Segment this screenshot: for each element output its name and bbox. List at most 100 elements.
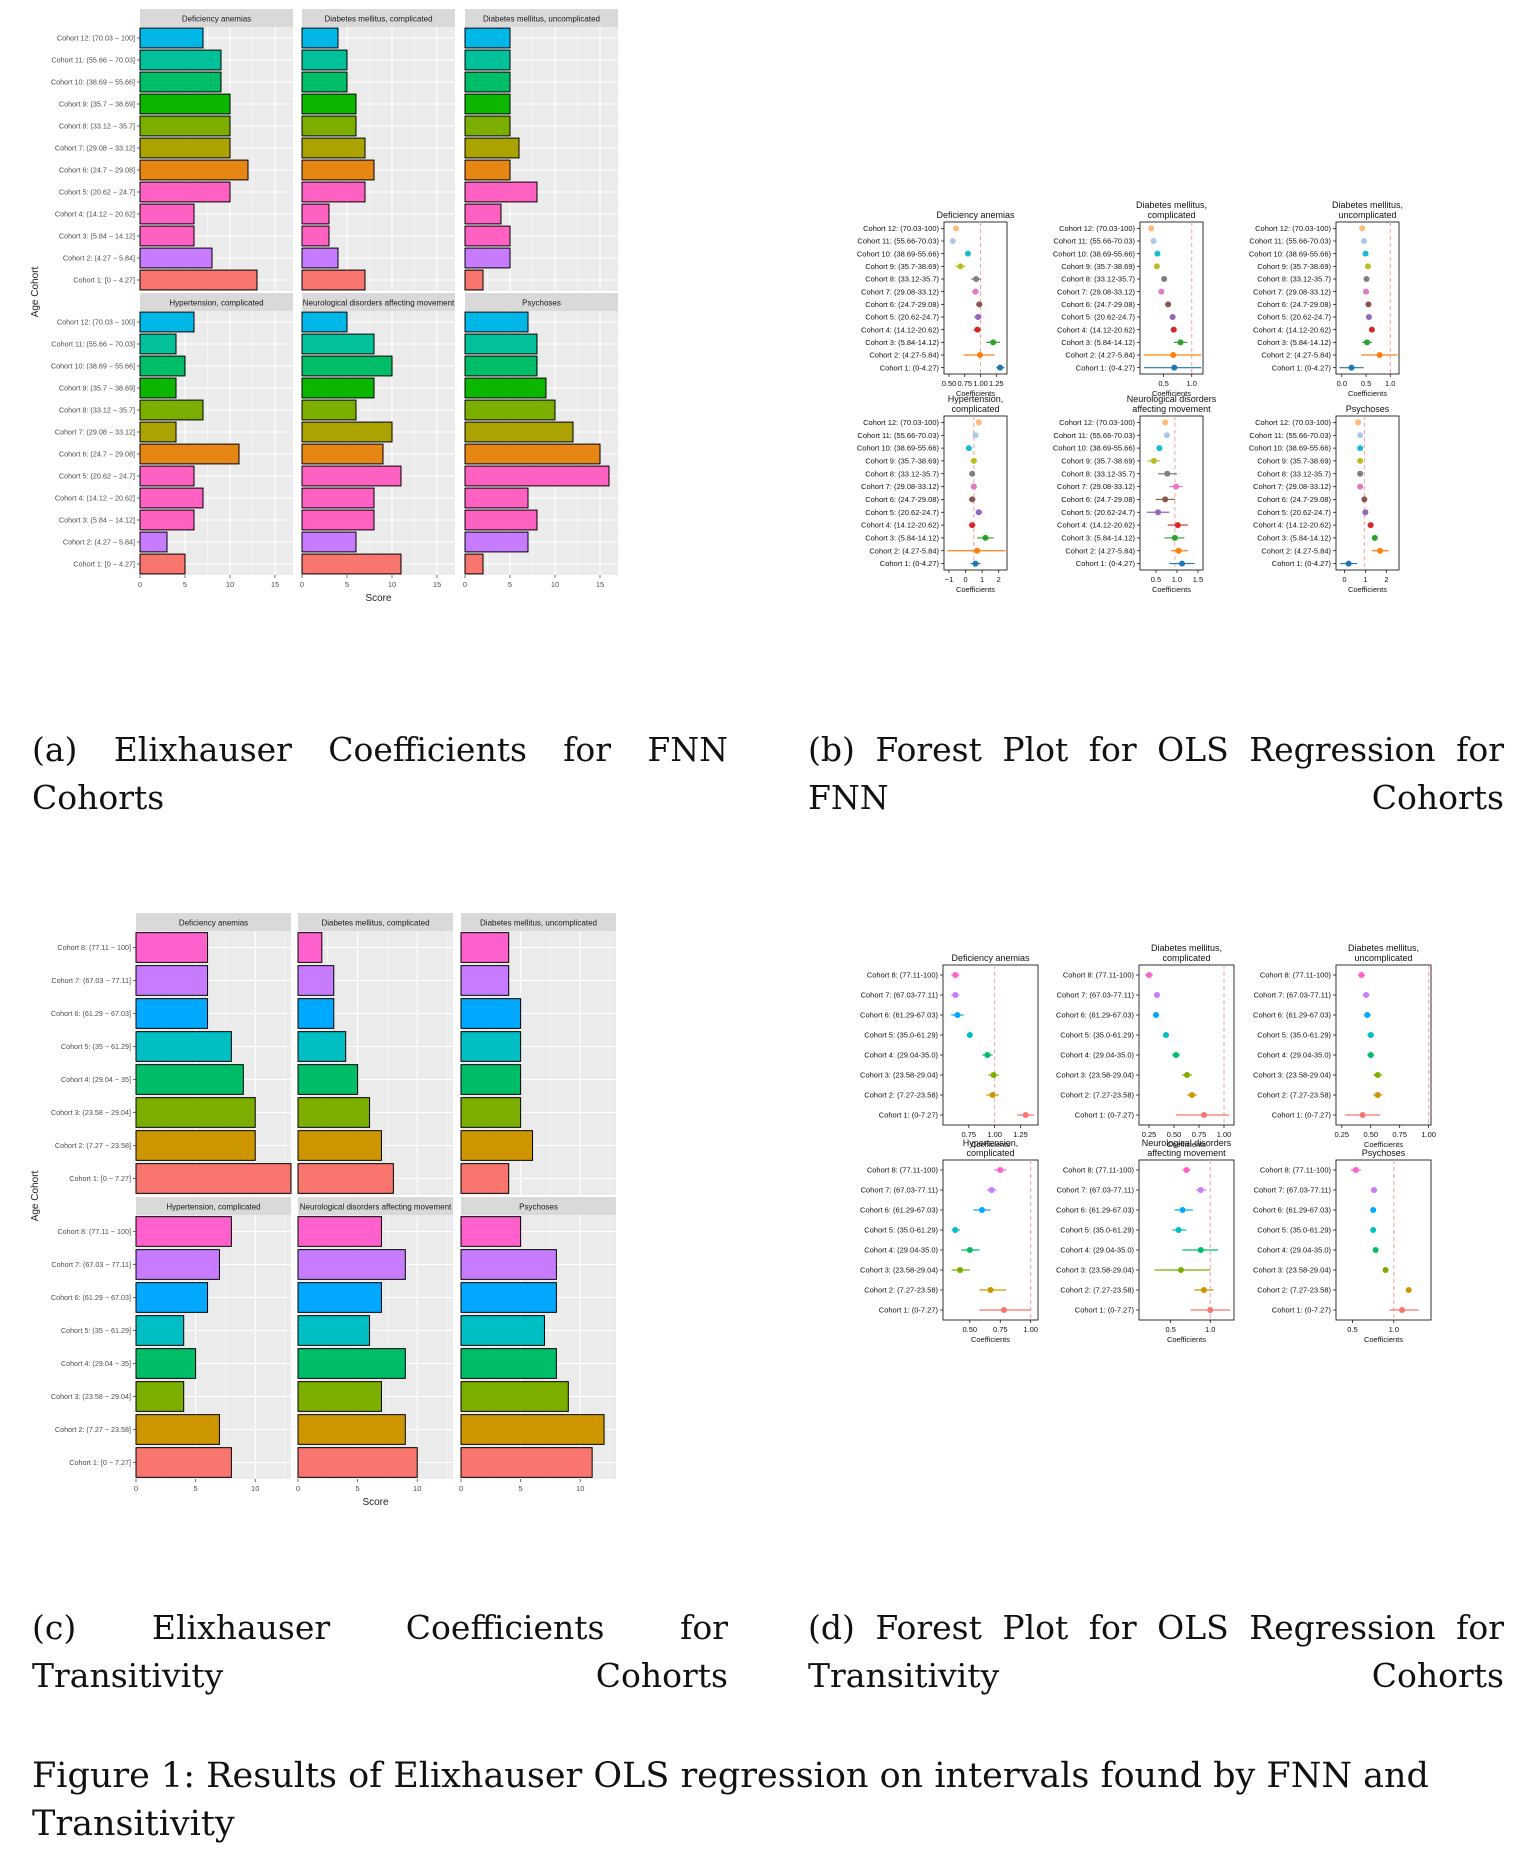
- x-tick-label: 10: [551, 580, 559, 589]
- coefficient-point: [1189, 1092, 1195, 1098]
- y-tick-label: Cohort 1: (0-4.27): [1076, 363, 1136, 372]
- y-tick-label: Cohort 3: (23.58-29.04): [1056, 1266, 1134, 1275]
- y-tick-label: Cohort 5: (35.0-61.29): [1257, 1226, 1331, 1235]
- facet-title: uncomplicated: [1354, 953, 1412, 963]
- x-axis-title: Coefficients: [1364, 1335, 1403, 1344]
- y-tick-label: Cohort 8: (33.12-35.7): [865, 469, 939, 478]
- coefficient-point: [997, 364, 1004, 371]
- coefficient-point: [1146, 972, 1152, 978]
- coefficient-point: [1358, 972, 1365, 978]
- bar: [464, 269, 484, 291]
- bar: [460, 1315, 545, 1346]
- x-tick-label: 1.00: [973, 379, 988, 388]
- coefficient-point: [1155, 509, 1162, 516]
- bar: [464, 137, 520, 159]
- y-tick-label: Cohort 5: (35.0-61.29): [1257, 1031, 1331, 1040]
- y-tick-label: Cohort 12: (70.03-100): [1255, 418, 1331, 427]
- facet-panel: [302, 311, 455, 575]
- coefficient-point: [952, 972, 959, 978]
- coefficient-point: [1405, 1287, 1412, 1293]
- y-tick-label: Cohort 6: (24.7-29.08): [865, 300, 939, 309]
- x-tick-label: 10: [576, 1484, 584, 1493]
- y-tick-label: Cohort 7: (67.03 − 77.11]: [51, 976, 131, 985]
- x-tick-label: 0.50: [1167, 1130, 1182, 1139]
- bar: [301, 93, 357, 115]
- y-tick-label: Cohort 8: (33.12-35.7): [1061, 469, 1135, 478]
- x-tick-label: 15: [271, 580, 279, 589]
- bar: [135, 998, 209, 1029]
- bar: [460, 1216, 522, 1247]
- coefficient-point: [970, 457, 977, 464]
- x-tick-label: 2: [997, 575, 1001, 584]
- y-tick-label: Cohort 2: (4.27 − 5.84]: [63, 254, 135, 263]
- bar: [301, 487, 375, 509]
- x-tick-label: 0.50: [962, 1325, 977, 1334]
- coefficient-point: [966, 1247, 973, 1253]
- y-tick-label: Cohort 1: [0 − 4.27]: [73, 276, 135, 285]
- bar: [301, 355, 393, 377]
- bar: [301, 71, 348, 93]
- facet-panel: [140, 27, 293, 291]
- plot-frame: [943, 221, 1008, 375]
- coefficient-point: [1170, 352, 1177, 358]
- y-tick-label: Cohort 10: (38.69 − 55.66]: [51, 362, 135, 371]
- coefficient-point: [1367, 522, 1374, 529]
- y-tick-label: Cohort 5: (20.62-24.7): [865, 313, 939, 322]
- coefficient-point: [973, 276, 980, 282]
- bar: [139, 137, 231, 159]
- bar: [460, 998, 522, 1029]
- coefficient-point: [1154, 250, 1161, 257]
- coefficient-point: [1399, 1307, 1406, 1313]
- x-tick-label: 1.0: [1389, 1325, 1399, 1334]
- coefficient-point: [1348, 364, 1355, 371]
- x-tick-label: 0.5: [1347, 1325, 1357, 1334]
- coefficient-point: [1201, 1112, 1207, 1118]
- coefficient-point: [1150, 238, 1157, 244]
- coefficient-point: [1365, 314, 1372, 320]
- y-tick-label: Cohort 4: (14.12-20.62): [1057, 325, 1135, 334]
- bar: [139, 421, 177, 443]
- y-tick-label: Cohort 3: (5.84-14.12): [1257, 338, 1331, 347]
- bar: [139, 509, 195, 531]
- figure-caption: Figure 1: Results of Elixhauser OLS regr…: [32, 1756, 1429, 1844]
- bar: [460, 1249, 557, 1280]
- y-tick-label: Cohort 12: (70.03-100): [1059, 418, 1135, 427]
- bar: [301, 333, 375, 355]
- coefficient-point: [1382, 1267, 1389, 1273]
- y-tick-label: Cohort 12: (70.03 − 100]: [57, 34, 135, 43]
- y-tick-label: Cohort 8: (77.11-100): [867, 1166, 939, 1175]
- coefficient-point: [1371, 1187, 1377, 1193]
- y-tick-label: Cohort 2: (7.27-23.58): [1060, 1091, 1134, 1100]
- plot-frame: [1335, 964, 1432, 1126]
- y-tick-label: Cohort 9: (35.7-38.69): [1061, 457, 1135, 466]
- bar: [464, 355, 538, 377]
- coefficient-point: [952, 992, 959, 998]
- x-tick-label: 1.00: [1421, 1130, 1436, 1139]
- coefficient-point: [1197, 1247, 1204, 1253]
- x-axis-title: Coefficients: [1167, 1140, 1206, 1149]
- x-axis-title: Coefficients: [1152, 585, 1191, 594]
- x-axis-title: Coefficients: [971, 1335, 1010, 1344]
- bar: [464, 443, 601, 465]
- bar: [297, 1282, 382, 1313]
- facet-title: Neurological disorders affecting movemen…: [300, 1203, 452, 1212]
- facet-title: Diabetes mellitus, complicated: [321, 919, 429, 928]
- y-tick-label: Cohort 3: (5.84-14.12): [1061, 338, 1135, 347]
- coefficient-point: [965, 445, 972, 452]
- bar: [135, 1163, 292, 1194]
- bar: [460, 1031, 522, 1062]
- coefficient-point: [975, 314, 982, 320]
- x-axis-title: Score: [362, 1497, 389, 1508]
- x-axis-title: Coefficients: [1167, 1335, 1206, 1344]
- bar: [464, 399, 556, 421]
- bar: [464, 71, 511, 93]
- x-axis-title: Coefficients: [1364, 1140, 1403, 1149]
- facet-title: Hypertension, complicated: [169, 299, 263, 308]
- y-tick-label: Cohort 9: (35.7-38.69): [1257, 262, 1331, 271]
- bar: [297, 1447, 418, 1478]
- y-tick-label: Cohort 3: (5.84-14.12): [1257, 534, 1331, 543]
- x-tick-label: 1.00: [987, 1130, 1002, 1139]
- bar: [460, 1381, 569, 1412]
- coefficient-point: [1162, 419, 1169, 426]
